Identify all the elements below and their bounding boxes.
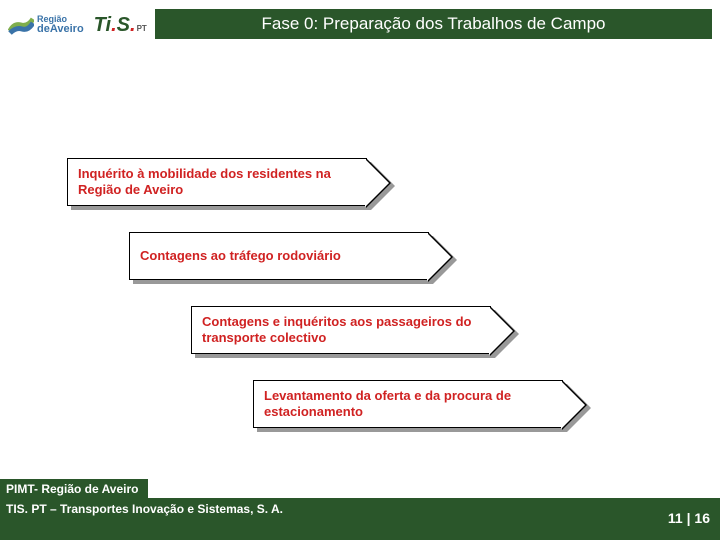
aveiro-text: Região deAveiro (37, 15, 84, 35)
arrow-body: Inquérito à mobilidade dos residentes na… (67, 158, 367, 206)
tis-pt: PT (137, 24, 147, 33)
footer-tab: PIMT- Região de Aveiro (0, 479, 148, 498)
arrow-body: Levantamento da oferta e da procura de e… (253, 380, 563, 428)
arrow-text: Contagens e inquéritos aos passageiros d… (202, 314, 486, 347)
arrow-body: Contagens ao tráfego rodoviário (129, 232, 429, 280)
page-total: 16 (694, 510, 710, 526)
tis-text: Ti.S. (94, 14, 136, 37)
page-sep: | (683, 510, 695, 526)
footer-bar: TIS. PT – Transportes Inovação e Sistema… (0, 498, 720, 540)
page-title: Fase 0: Preparação dos Trabalhos de Camp… (262, 14, 606, 34)
page-current: 11 (668, 510, 683, 526)
arrow-box-1: Contagens ao tráfego rodoviário (129, 232, 429, 280)
aveiro-shape-icon (8, 13, 34, 37)
page-number: 11 | 16 (668, 510, 710, 526)
logo-area: Região deAveiro Ti.S. PT (8, 6, 153, 44)
arrow-box-0: Inquérito à mobilidade dos residentes na… (67, 158, 367, 206)
arrow-box-3: Levantamento da oferta e da procura de e… (253, 380, 563, 428)
aveiro-line2: deAveiro (37, 24, 84, 35)
logo-tis: Ti.S. PT (94, 14, 147, 37)
arrow-text: Inquérito à mobilidade dos residentes na… (78, 166, 362, 199)
arrow-body: Contagens e inquéritos aos passageiros d… (191, 306, 491, 354)
arrow-box-2: Contagens e inquéritos aos passageiros d… (191, 306, 491, 354)
arrow-text: Contagens ao tráfego rodoviário (140, 248, 341, 264)
footer-tab-text: PIMT- Região de Aveiro (6, 482, 138, 496)
arrow-text: Levantamento da oferta e da procura de e… (264, 388, 558, 421)
logo-regiao-aveiro: Região deAveiro (8, 13, 84, 37)
header-bar: Fase 0: Preparação dos Trabalhos de Camp… (155, 9, 712, 39)
footer-company: TIS. PT – Transportes Inovação e Sistema… (6, 502, 283, 516)
